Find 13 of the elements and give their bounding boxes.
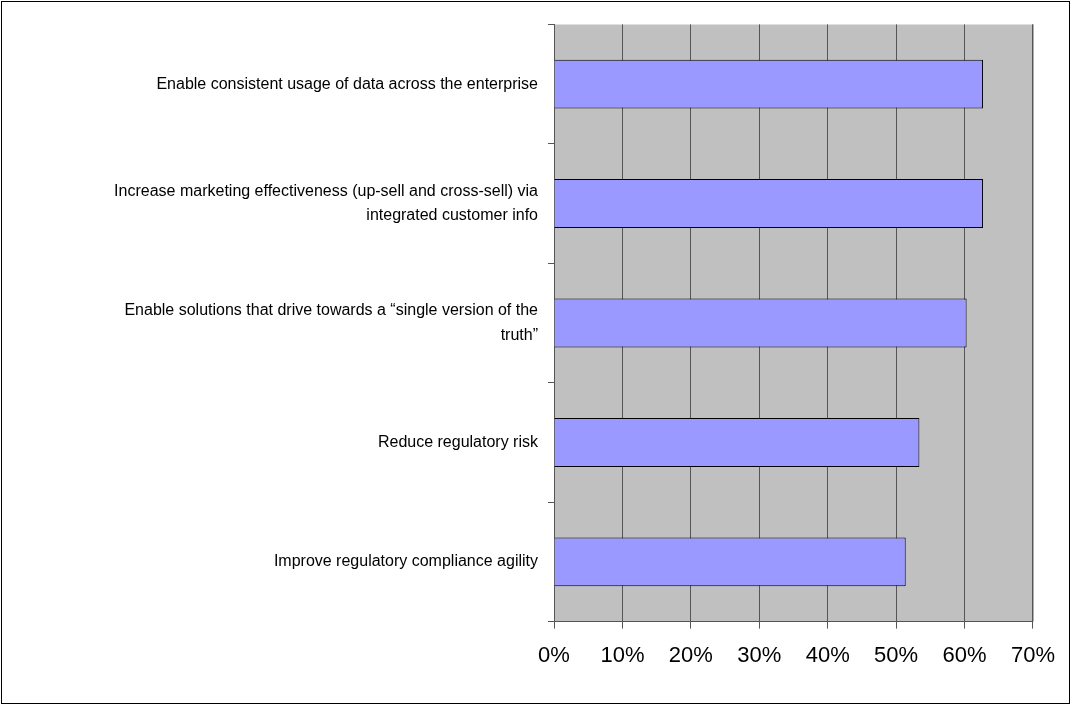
y-tick-label: Reduce regulatory risk <box>377 432 539 450</box>
y-tick-label: Enable solutions that drive towards a “single version of the truth” <box>124 301 539 343</box>
x-tick-label: 10% <box>600 641 645 667</box>
x-tick-label: 60% <box>942 641 987 667</box>
y-tick-label: Increase marketing effectiveness (up-sell and cross-sell) via integrated customer info <box>114 181 539 224</box>
x-tick-label: 20% <box>668 641 713 667</box>
x-tick-label: 40% <box>805 641 850 667</box>
x-tick-label: 30% <box>737 641 782 667</box>
x-tick-label: 70% <box>1010 641 1056 667</box>
x-tick-label: 50% <box>874 641 919 667</box>
x-tick-label: 0% <box>538 641 570 667</box>
y-tick-label: Improve regulatory compliance agility <box>273 552 538 570</box>
y-tick-label: Enable consistent usage of data across the enterprise <box>156 74 539 92</box>
